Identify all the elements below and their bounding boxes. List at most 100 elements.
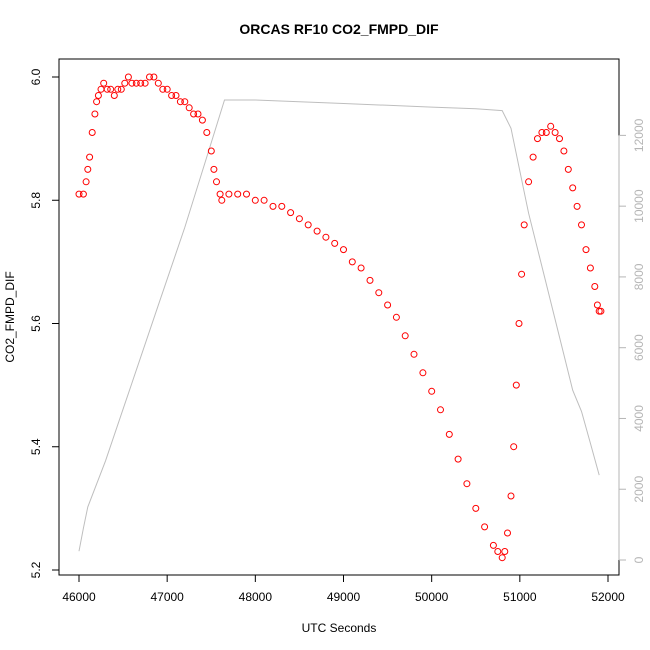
data-point xyxy=(86,153,94,161)
right-tick-label: 0 xyxy=(632,556,646,563)
data-point xyxy=(392,313,400,321)
data-point xyxy=(203,129,211,136)
data-point xyxy=(542,129,550,136)
data-point xyxy=(128,79,136,87)
right-tick-label: 10000 xyxy=(632,189,646,223)
data-point xyxy=(538,129,546,136)
data-point xyxy=(498,554,506,562)
data-point xyxy=(243,190,250,198)
altitude-line-layer xyxy=(78,99,600,552)
data-point xyxy=(124,73,132,81)
right-tick-label: 2000 xyxy=(632,476,646,503)
data-point xyxy=(172,92,180,99)
x-tick-label: 51000 xyxy=(503,590,537,604)
data-point xyxy=(198,116,206,124)
data-point xyxy=(525,178,533,186)
data-point xyxy=(121,79,129,87)
data-point xyxy=(93,98,101,106)
data-point xyxy=(556,135,563,143)
chart-title: ORCAS RF10 CO2_FMPD_DIF xyxy=(239,21,439,37)
y-tick-label: 6.0 xyxy=(29,68,43,85)
x-tick-label: 50000 xyxy=(415,590,449,604)
data-point xyxy=(534,135,541,143)
data-point xyxy=(150,73,158,81)
data-point xyxy=(384,301,392,309)
data-point xyxy=(569,184,577,192)
y-tick-label: 5.4 xyxy=(29,438,43,455)
data-point xyxy=(529,153,537,161)
data-point xyxy=(366,276,374,284)
data-point xyxy=(207,147,215,155)
data-point xyxy=(88,129,96,136)
data-point xyxy=(304,221,312,229)
data-point xyxy=(181,98,189,106)
data-point xyxy=(512,381,520,389)
data-point xyxy=(213,178,220,186)
data-point xyxy=(547,122,555,130)
data-point xyxy=(295,215,303,223)
data-point xyxy=(216,190,224,198)
data-point xyxy=(494,548,502,555)
x-tick-label: 52000 xyxy=(591,590,625,604)
data-point xyxy=(269,202,277,210)
data-point xyxy=(586,264,594,272)
data-point xyxy=(94,92,102,99)
altitude-line xyxy=(78,99,600,552)
y-tick-label: 5.2 xyxy=(29,561,43,578)
data-point xyxy=(578,221,585,229)
data-point xyxy=(210,165,218,173)
data-point xyxy=(159,85,167,93)
data-point xyxy=(278,202,286,210)
data-point xyxy=(100,79,108,87)
right-tick-label: 8000 xyxy=(632,263,646,290)
data-point xyxy=(313,227,321,235)
data-point xyxy=(582,246,590,254)
data-point xyxy=(504,529,511,537)
data-point xyxy=(331,239,339,247)
right-y-axis: 0 2000 4000 6000 8000 10000 12000 xyxy=(618,118,646,563)
right-tick-label: 6000 xyxy=(632,334,646,361)
data-point xyxy=(489,541,497,549)
data-point xyxy=(194,110,202,118)
data-point xyxy=(428,387,436,395)
x-tick-label: 48000 xyxy=(239,590,273,604)
data-point xyxy=(510,443,518,451)
data-point xyxy=(560,147,568,155)
data-point xyxy=(234,190,242,198)
data-point xyxy=(437,406,444,414)
data-point xyxy=(481,523,489,531)
data-point xyxy=(154,79,162,87)
data-point xyxy=(75,190,83,198)
data-point xyxy=(401,332,409,340)
data-point xyxy=(114,85,122,93)
data-point xyxy=(146,73,153,81)
y-axis: 5.2 5.4 5.6 5.8 6.0 xyxy=(29,68,60,578)
data-point xyxy=(103,85,111,93)
data-point xyxy=(251,196,259,204)
right-tick-label: 12000 xyxy=(632,118,646,152)
data-point xyxy=(507,492,515,500)
data-point xyxy=(107,85,115,93)
data-point xyxy=(375,289,383,297)
data-point xyxy=(463,480,471,488)
y-tick-label: 5.6 xyxy=(29,315,43,332)
y-axis-label: CO2_FMPD_DIF xyxy=(3,271,17,362)
data-point xyxy=(472,504,480,512)
data-point xyxy=(287,209,295,217)
data-point xyxy=(357,264,365,272)
data-point xyxy=(260,196,268,204)
data-point xyxy=(141,79,149,87)
data-point xyxy=(79,190,87,198)
data-point xyxy=(501,548,509,555)
x-tick-label: 49000 xyxy=(327,590,361,604)
data-point xyxy=(225,190,233,198)
data-point xyxy=(515,320,523,327)
data-point xyxy=(176,98,184,106)
data-point xyxy=(218,196,226,204)
data-point xyxy=(520,221,528,229)
data-point xyxy=(117,85,125,93)
data-point xyxy=(91,110,99,118)
data-point xyxy=(419,369,427,377)
data-point xyxy=(190,110,198,118)
